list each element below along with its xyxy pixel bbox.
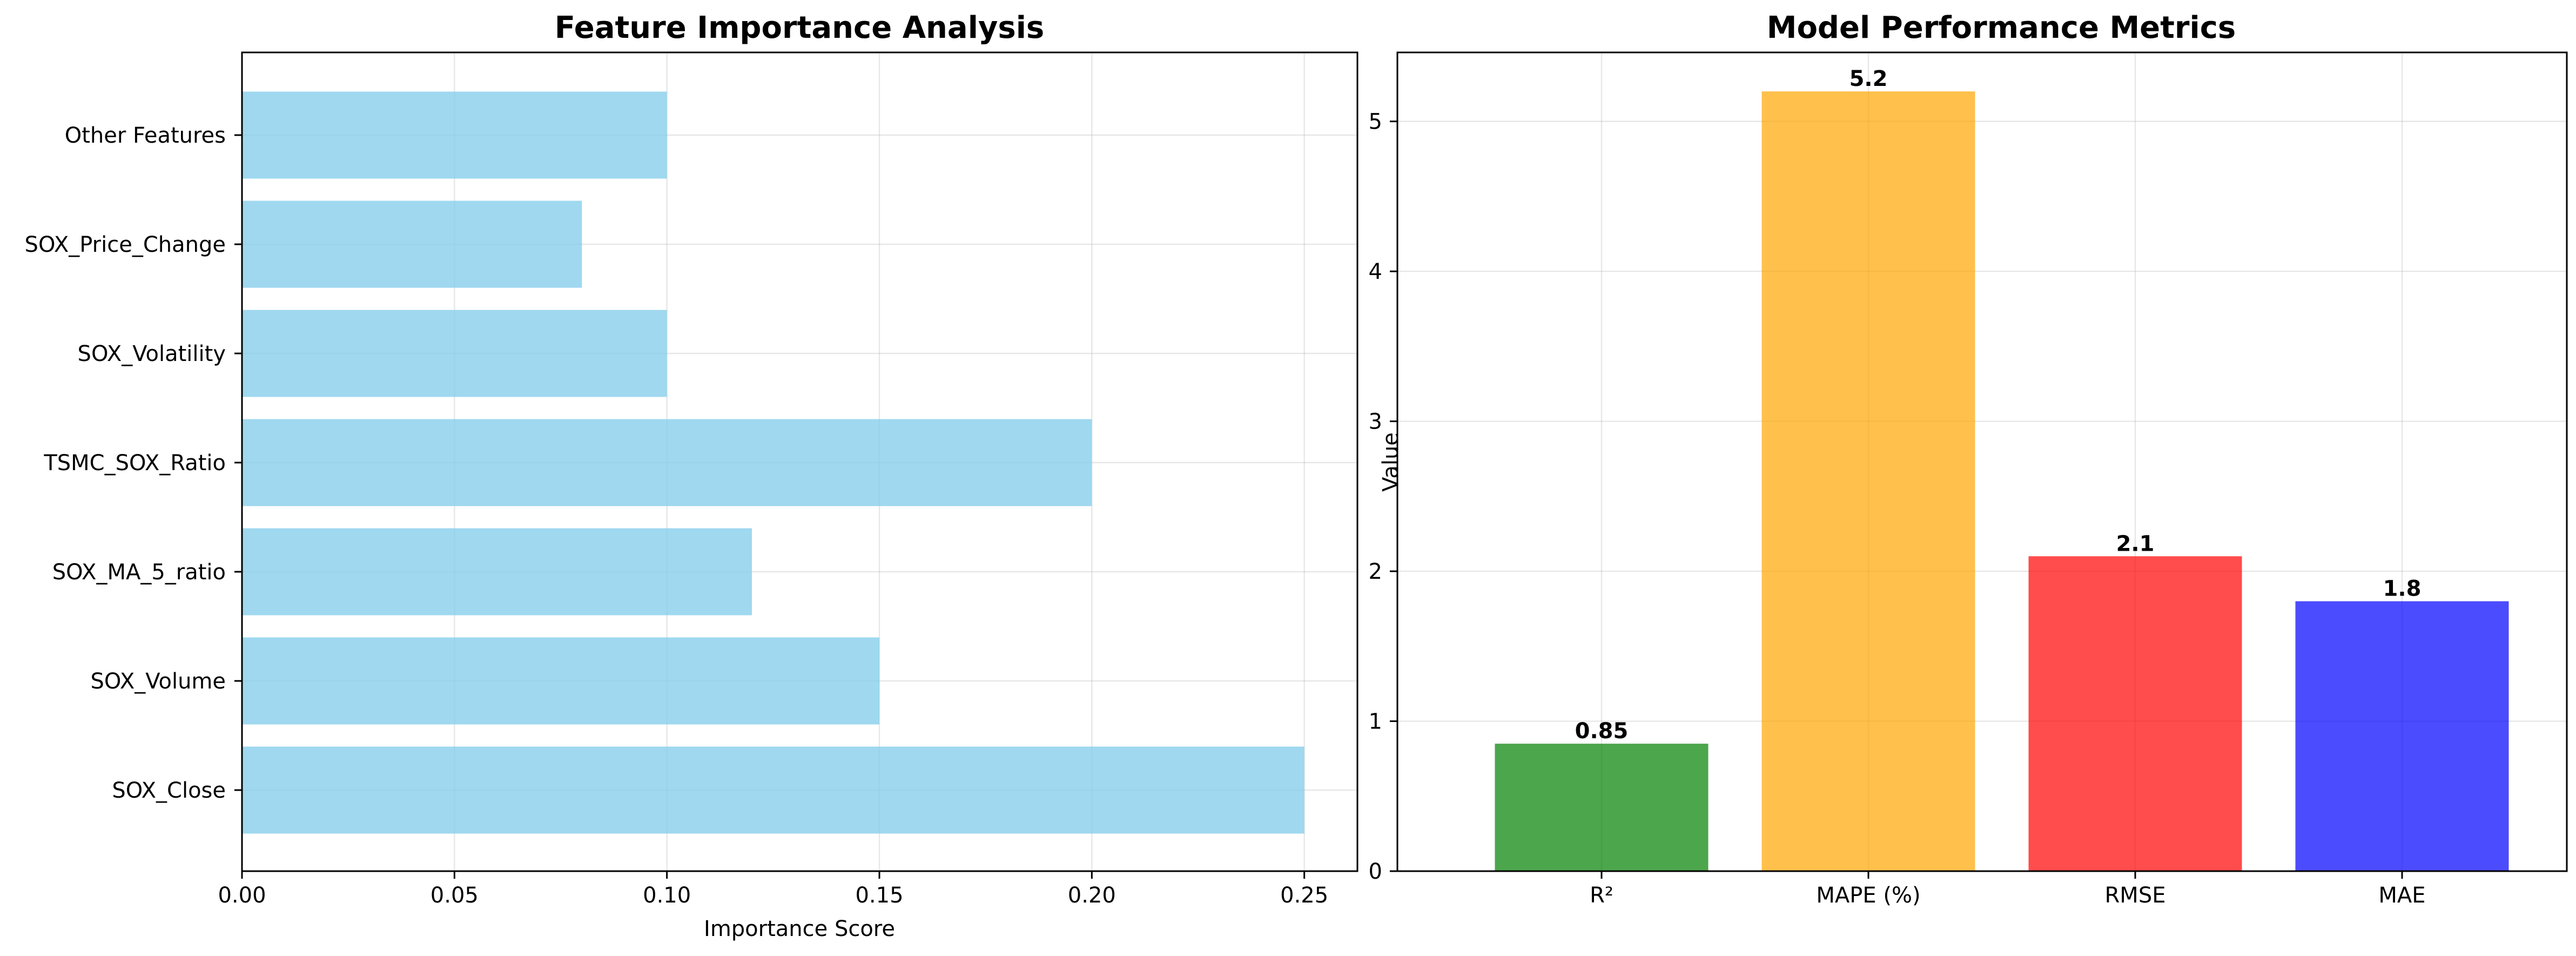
y-tick-label: SOX_MA_5_ratio [52,560,226,585]
x-tick-label: 0.05 [431,883,479,908]
metric-bar [2028,556,2242,871]
feature-bar [242,746,1304,834]
y-tick-label: SOX_Price_Change [25,232,226,257]
feature-bar [242,310,667,397]
x-tick-label: MAE [2378,883,2425,908]
feature-bar [242,528,752,616]
metric-value-label: 1.8 [2383,577,2422,601]
x-tick-label: 0.20 [1068,883,1116,908]
feature-importance-chart: Feature Importance Analysis 0.00 0.05 0.10… [25,10,1358,941]
y-tick-label: SOX_Volatility [78,342,226,366]
model-performance-bars: 0.85 5.2 2.1 1.8 [1495,66,2509,872]
y-tick-label: 1 [1369,710,1382,734]
model-performance-chart: Model Performance Metrics 0.855.22.11.8 … [1369,10,2568,908]
metric-bar [2295,601,2509,871]
feature-importance-bars [242,91,1304,834]
y-tick-label: SOX_Volume [91,669,226,694]
x-tick-label: RMSE [2105,883,2166,908]
y-tick-label: 5 [1369,110,1382,135]
feature-bar [242,419,1092,506]
y-tick-label: TSMC_SOX_Ratio [43,451,226,476]
y-tick-label: Other Features [65,123,226,148]
y-tick-label: 2 [1369,559,1382,584]
x-tick-label: 0.00 [218,883,266,908]
feature-importance-x-axis-label: Importance Score [704,917,895,941]
x-tick-label: MAPE (%) [1816,883,1920,908]
model-performance-y-axis-label: Value [1378,432,1403,492]
feature-bar [242,91,667,179]
model-performance-ticks: 0 1 2 3 4 5 R² MAPE (%) RMSE MAE [1369,110,2426,908]
x-tick-label: 0.15 [855,883,903,908]
y-tick-label: 3 [1369,410,1382,434]
y-tick-label: 4 [1369,259,1382,284]
model-performance-title: Model Performance Metrics [1767,10,2236,45]
model-performance-axes-frame [1396,51,2568,872]
feature-bar [242,200,582,288]
feature-bar [242,637,879,725]
metric-bar [1761,91,1975,872]
metric-value-label: 5.2 [1849,66,1888,91]
y-tick-label: SOX_Close [112,778,226,803]
feature-importance-ticks: 0.00 0.05 0.10 0.15 0.20 0.25 SOX_Close SOX_Vol… [25,123,1329,908]
metric-value-label: 0.85 [1575,719,1629,744]
x-tick-label: 0.10 [643,883,691,908]
feature-importance-title: Feature Importance Analysis [555,10,1045,45]
x-tick-label: 0.25 [1280,883,1328,908]
x-tick-label: R² [1590,883,1613,908]
y-tick-label: 0 [1369,859,1382,884]
metric-bar [1495,744,1709,871]
metric-value-label: 2.1 [2116,531,2155,556]
